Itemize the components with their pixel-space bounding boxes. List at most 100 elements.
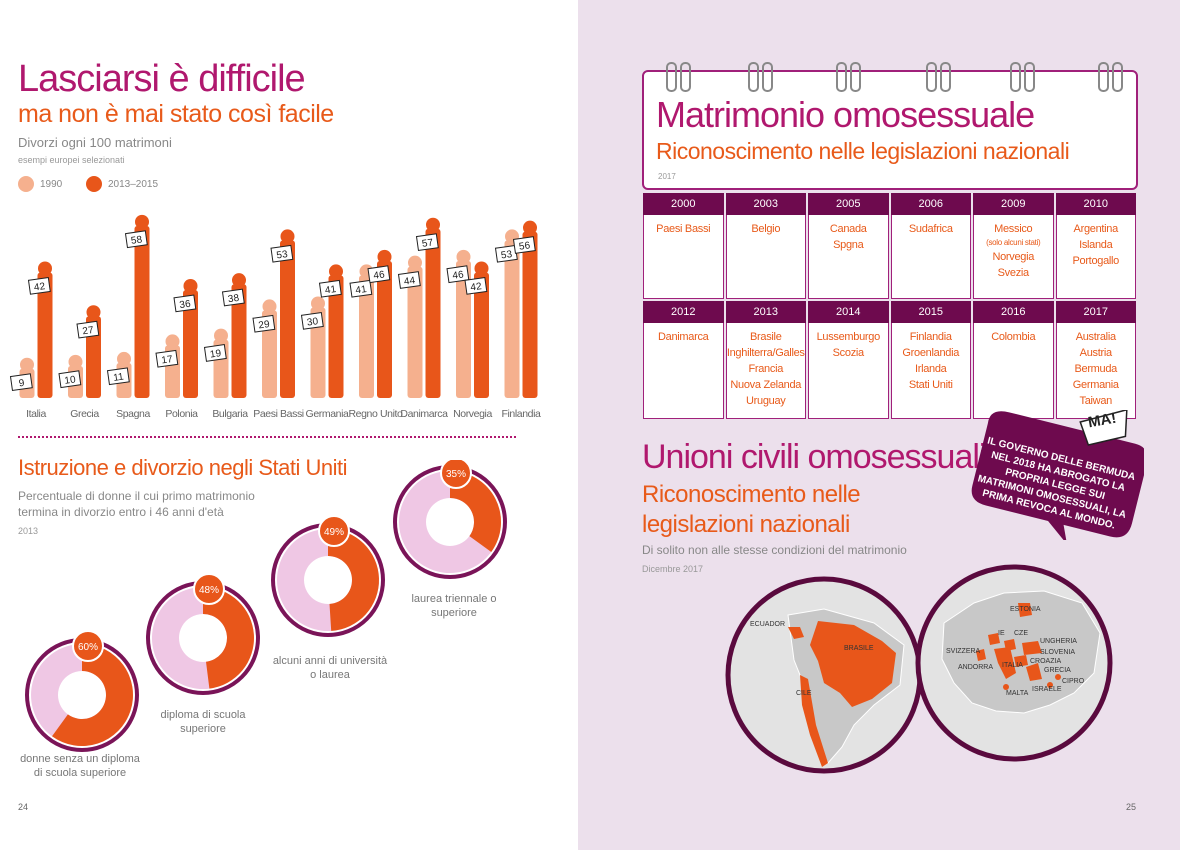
value-label: 38	[227, 293, 240, 306]
value-tag-bg	[367, 265, 391, 284]
map-label-slovenia: SLOVENIA	[1040, 649, 1076, 656]
category-label: Paesi Bassi	[253, 408, 304, 420]
value-tag: 29	[252, 314, 276, 333]
bar-cap	[214, 328, 228, 343]
category-label: Polonia	[165, 408, 198, 420]
country-list: Colombia	[991, 331, 1036, 343]
bar-cap	[426, 217, 440, 232]
country-list: Finlandia Groenlandia Irlanda Stati Unit…	[902, 331, 960, 391]
value-label: 29	[258, 319, 271, 332]
value-tag-bg	[397, 271, 421, 289]
page-number: 24	[18, 802, 29, 812]
value-label: 17	[161, 354, 174, 367]
year-countries: Finlandia Groenlandia Irlanda Stati Unit…	[890, 323, 971, 419]
bar-cap	[68, 354, 83, 369]
ring-icon	[1024, 62, 1035, 92]
year-countries: Belgio	[725, 215, 806, 299]
year-countries: Messico (solo alcuni stati) Norvegia Svezi…	[973, 215, 1054, 299]
bar-cap	[38, 261, 52, 276]
bar-cap	[377, 249, 392, 264]
bar-cap	[329, 264, 343, 279]
donut-label-1: donne senza un diploma di scuola superio…	[20, 753, 140, 779]
bar	[37, 272, 53, 398]
donut-label-3: alcuni anni di università o laurea	[272, 655, 388, 681]
donut-value: 48%	[199, 585, 219, 596]
value-tag-bg	[252, 314, 276, 333]
divorce-bar-chart: 9 42 10 27 11 58 17 36 19 38 29 53 30 41 41 46 44 57 46 42 5…	[9, 214, 538, 398]
bar-cap	[280, 229, 295, 244]
left-page: Lasciarsi è difficile ma non è mai stato…	[0, 0, 578, 850]
year-countries: Colombia	[973, 323, 1054, 419]
value-label: 10	[64, 374, 77, 387]
ring-icon	[1010, 62, 1021, 92]
right-page: Matrimonio omosessuale Riconoscimento ne…	[578, 0, 1180, 850]
value-tag: 42	[27, 276, 51, 295]
donut-slice	[203, 587, 255, 689]
donut-slice	[328, 529, 380, 631]
country-list: Lussemburgo Scozia	[816, 331, 881, 359]
bar	[183, 290, 198, 398]
year-countries: Sudafrica	[890, 215, 971, 299]
map-label-svizzera: SVIZZERA	[946, 648, 981, 655]
donut-value: 60%	[78, 642, 98, 653]
value-tag: 17	[155, 349, 179, 368]
speech-bubble	[971, 410, 1144, 540]
section-divider	[18, 436, 516, 438]
value-label: 53	[500, 249, 513, 262]
country-list: Australia Austria Bermuda Germania Taiwa…	[1072, 331, 1119, 407]
value-tag: 38	[221, 288, 245, 307]
bar-cap	[232, 273, 246, 288]
value-label: 11	[113, 372, 125, 384]
bar-cap	[262, 299, 277, 314]
value-tag-bg	[9, 373, 33, 391]
donut-label-2: diploma di scuola superiore	[160, 709, 246, 735]
bar-cap	[20, 357, 34, 372]
legend-swatch-2013	[86, 176, 102, 192]
civil-union-date: Dicembre 2017	[642, 564, 704, 574]
ring-icon	[666, 62, 677, 92]
value-label: 42	[470, 281, 483, 294]
ring-icon	[762, 62, 773, 92]
value-tag-bg	[300, 311, 324, 330]
map-label-ecuador: ECUADOR	[750, 621, 786, 628]
section-description: Percentuale di donne il cui primo matrim…	[18, 489, 255, 519]
bar-cap	[408, 255, 422, 270]
value-label: 27	[82, 325, 95, 338]
value-label: 41	[355, 284, 368, 297]
value-tag: 53	[494, 244, 518, 263]
page-title: Lasciarsi è difficile	[18, 58, 306, 100]
value-tag: 53	[270, 244, 294, 263]
notebook-frame	[642, 70, 1138, 190]
marriage-title: Matrimonio omosessuale	[656, 94, 1035, 135]
europe-map	[915, 564, 1113, 762]
bar-cap	[117, 351, 131, 366]
marriage-subtitle: Riconoscimento nelle legislazioni nazion…	[656, 138, 1070, 164]
country-list: Belgio	[751, 223, 781, 235]
education-donuts: 60% 48% 49% 35%	[25, 460, 507, 752]
value-tag: 56	[512, 236, 536, 254]
map-label-grecia: GRECIA	[1044, 667, 1071, 674]
bar	[310, 307, 326, 398]
map-label-cile: CILE	[796, 690, 812, 697]
bar	[134, 225, 150, 398]
value-label: 19	[209, 348, 222, 361]
legend-label-1990: 1990	[40, 179, 63, 190]
bar-cap	[456, 249, 471, 264]
value-tag: 30	[300, 311, 324, 330]
map-label-croazia: CROAZIA	[1030, 658, 1062, 665]
section-year: 2013	[18, 526, 39, 536]
year-header: 2009	[973, 193, 1054, 215]
country-list: Paesi Bassi	[656, 223, 711, 235]
year-header: 2016	[973, 301, 1054, 323]
value-label: 44	[403, 275, 416, 288]
bar	[377, 260, 392, 398]
donut-value: 35%	[446, 469, 466, 480]
map-label-israele: ISRAELE	[1032, 686, 1062, 693]
civil-union-subtitle: Riconoscimento nelle legislazioni nazion…	[642, 481, 861, 538]
bar-cap	[135, 214, 149, 229]
value-tag-bg	[318, 279, 342, 298]
ring-icon	[850, 62, 861, 92]
value-label: 42	[33, 281, 46, 294]
value-label: 53	[276, 249, 289, 262]
ring-icon	[1098, 62, 1109, 92]
